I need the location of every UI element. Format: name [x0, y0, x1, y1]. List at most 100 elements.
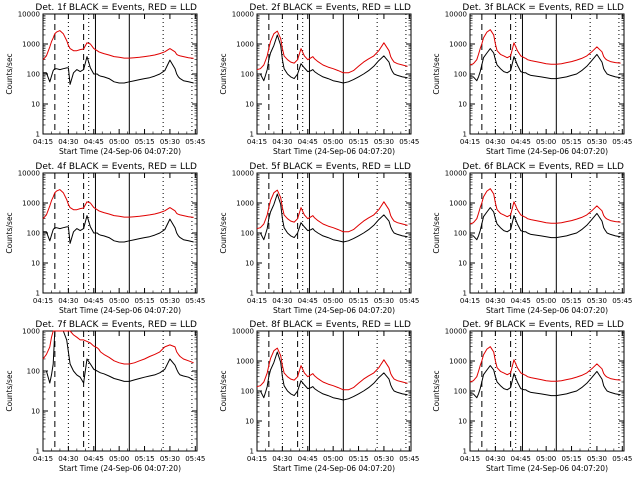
series-line-events: [470, 365, 621, 399]
x-tick-label: 04:15: [247, 138, 267, 146]
series-line-events: [470, 207, 621, 241]
y-tick-label: 100: [27, 368, 40, 376]
panel-det-4: Det. 4f BLACK = Events, RED = LLD 1 10 100 1…: [5, 162, 205, 315]
y-axis-label: Counts/sec: [432, 212, 441, 253]
x-tick-label: 05:45: [612, 455, 632, 463]
series-line-events: [470, 48, 621, 82]
y-tick-label: 1: [250, 448, 254, 456]
x-tick-label: 05:30: [587, 138, 607, 146]
y-tick-label: 10: [458, 101, 467, 109]
y-tick-label: 10: [31, 408, 40, 416]
x-tick-label: 04:30: [272, 455, 292, 463]
x-tick-label: 05:15: [561, 455, 581, 463]
panel-det-8: Det. 8f BLACK = Events, RED = LLD 1 10 100 1…: [219, 320, 419, 473]
x-tick-label: 04:30: [485, 455, 505, 463]
x-axis-label: Start Time (24-Sep-06 04:07:20): [273, 147, 395, 156]
y-tick-label: 100: [27, 71, 40, 79]
x-tick-label: 04:45: [298, 455, 318, 463]
x-tick-label: 05:30: [374, 455, 394, 463]
series-line-lld: [256, 189, 408, 233]
x-tick-label: 05:00: [323, 297, 343, 305]
y-tick-label: 10000: [232, 170, 254, 178]
x-axis-label: Start Time (24-Sep-06 04:07:20): [59, 464, 181, 473]
x-tick-label: 05:45: [612, 297, 632, 305]
y-tick-label: 10: [31, 260, 40, 268]
y-tick-label: 10: [458, 260, 467, 268]
panel-title: Det. 9f BLACK = Events, RED = LLD: [462, 320, 624, 330]
x-tick-label: 04:15: [460, 297, 480, 305]
plot-frame: [42, 330, 198, 452]
y-tick-label: 10: [245, 418, 254, 426]
x-axis-label: Start Time (24-Sep-06 04:07:20): [59, 306, 181, 315]
plot-frame: [42, 172, 198, 294]
y-tick-label: 100: [454, 388, 467, 396]
y-tick-label: 10: [31, 101, 40, 109]
x-tick-label: 05:15: [561, 138, 581, 146]
x-tick-label: 05:15: [348, 138, 368, 146]
panel-title: Det. 2f BLACK = Events, RED = LLD: [249, 3, 411, 13]
panel-det-3: Det. 3f BLACK = Events, RED = LLD 1 10 100 1…: [432, 3, 632, 156]
x-tick-label: 05:00: [109, 138, 129, 146]
y-tick-label: 100: [241, 71, 254, 79]
x-axis-label: Start Time (24-Sep-06 04:07:20): [59, 147, 181, 156]
x-tick-label: 04:30: [485, 138, 505, 146]
x-axis-label: Start Time (24-Sep-06 04:07:20): [273, 306, 395, 315]
plot-frame: [256, 172, 412, 294]
series-line-lld: [256, 30, 408, 74]
plot-frame: [256, 13, 412, 135]
panel-det-5: Det. 5f BLACK = Events, RED = LLD 1 10 100 1…: [219, 162, 419, 315]
y-tick-label: 1000: [449, 200, 467, 208]
y-axis-label: Counts/sec: [219, 212, 228, 253]
y-tick-label: 1000: [449, 41, 467, 49]
y-tick-label: 100: [454, 230, 467, 238]
x-tick-label: 04:45: [298, 138, 318, 146]
panel-title: Det. 1f BLACK = Events, RED = LLD: [35, 3, 197, 13]
x-tick-label: 05:30: [374, 138, 394, 146]
x-tick-label: 04:15: [33, 297, 53, 305]
x-tick-label: 05:30: [160, 455, 180, 463]
panel-det-6: Det. 6f BLACK = Events, RED = LLD 1 10 100 1…: [432, 162, 632, 315]
y-tick-label: 1000: [236, 200, 254, 208]
x-tick-label: 05:15: [134, 138, 154, 146]
x-tick-label: 05:00: [536, 297, 556, 305]
x-tick-label: 05:00: [323, 455, 343, 463]
x-tick-label: 05:00: [536, 138, 556, 146]
x-tick-label: 05:45: [399, 455, 419, 463]
y-tick-label: 1000: [22, 328, 40, 336]
y-axis-label: Counts/sec: [219, 53, 228, 94]
panel-title: Det. 7f BLACK = Events, RED = LLD: [35, 320, 197, 330]
y-axis-label: Counts/sec: [5, 212, 14, 253]
y-axis-label: Counts/sec: [5, 370, 14, 411]
x-tick-label: 05:15: [134, 455, 154, 463]
x-axis-label: Start Time (24-Sep-06 04:07:20): [273, 464, 395, 473]
x-tick-label: 05:15: [348, 297, 368, 305]
y-tick-label: 1: [463, 448, 467, 456]
x-tick-label: 04:45: [84, 455, 104, 463]
series-line-lld: [256, 347, 408, 391]
panel-det-7: Det. 7f BLACK = Events, RED = LLD 1 10 100 1…: [5, 320, 205, 473]
y-axis-label: Counts/sec: [432, 53, 441, 94]
series-line-lld: [469, 346, 621, 383]
y-tick-label: 100: [241, 230, 254, 238]
y-tick-label: 100: [454, 71, 467, 79]
y-tick-label: 1000: [236, 358, 254, 366]
series-line-events: [257, 193, 408, 243]
y-axis-label: Counts/sec: [432, 370, 441, 411]
y-tick-label: 10: [458, 418, 467, 426]
x-tick-label: 04:30: [485, 297, 505, 305]
x-tick-label: 04:15: [33, 455, 53, 463]
x-tick-label: 04:45: [298, 297, 318, 305]
y-tick-label: 1: [36, 290, 40, 298]
y-tick-label: 10000: [18, 11, 40, 19]
plot-frame: [256, 330, 412, 452]
x-tick-label: 05:15: [561, 297, 581, 305]
x-tick-label: 04:45: [511, 297, 531, 305]
x-tick-label: 04:30: [58, 455, 78, 463]
x-tick-label: 04:15: [247, 455, 267, 463]
series-line-lld: [469, 188, 621, 225]
x-tick-label: 05:00: [323, 138, 343, 146]
x-tick-label: 05:30: [160, 138, 180, 146]
series-line-events: [43, 215, 194, 244]
y-tick-label: 1000: [22, 41, 40, 49]
